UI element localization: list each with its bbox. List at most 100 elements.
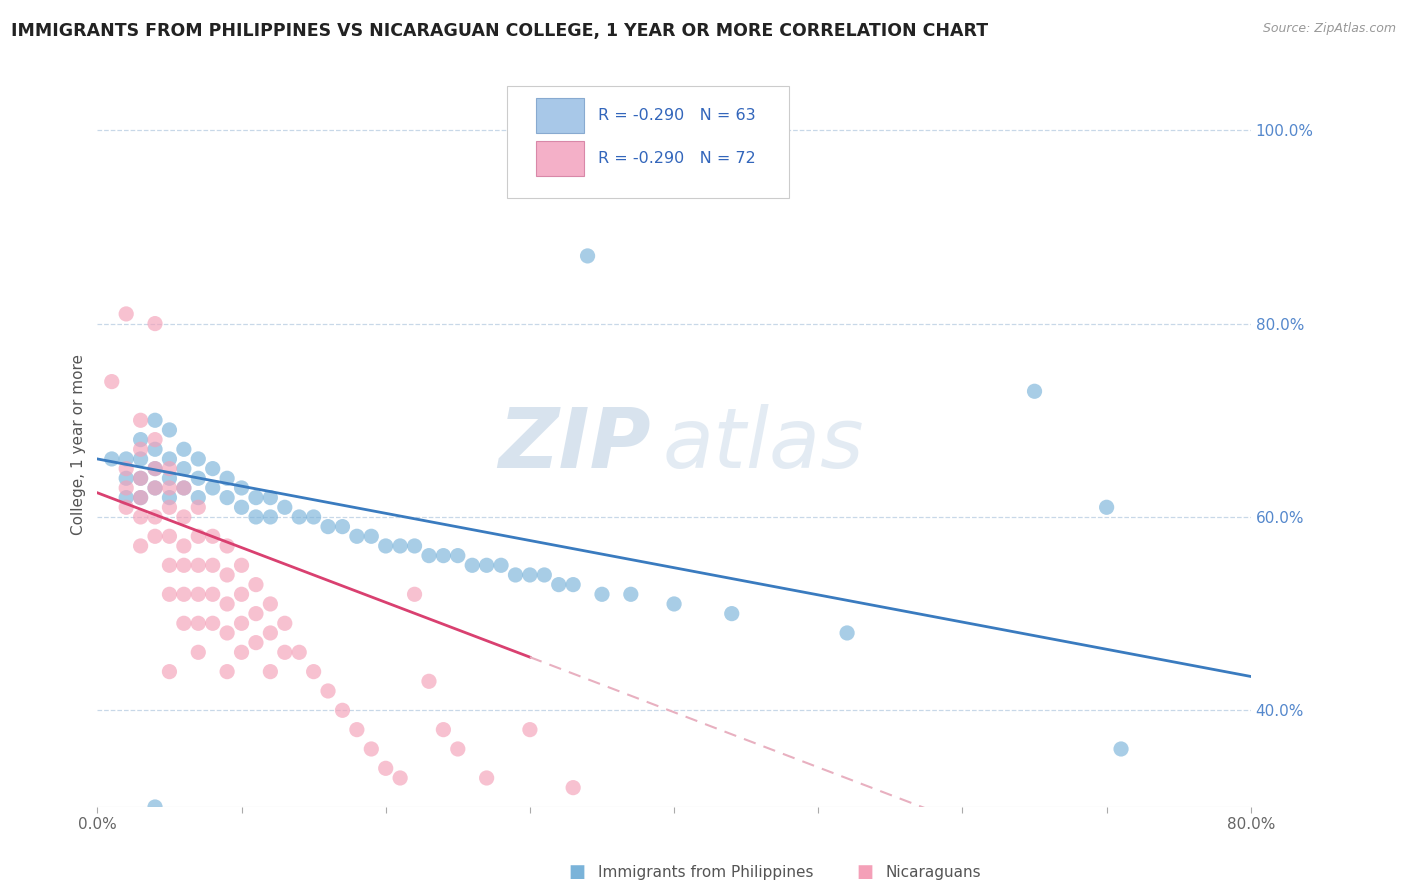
Point bbox=[159, 491, 181, 505]
Point bbox=[159, 471, 181, 485]
FancyBboxPatch shape bbox=[536, 98, 583, 133]
Point bbox=[143, 413, 166, 427]
Point bbox=[274, 645, 297, 659]
Point bbox=[159, 461, 181, 475]
Point bbox=[245, 635, 267, 649]
Point bbox=[187, 616, 209, 631]
Point bbox=[217, 626, 239, 640]
Point bbox=[389, 771, 412, 785]
Point bbox=[288, 510, 311, 524]
Point bbox=[115, 307, 138, 321]
Point bbox=[159, 423, 181, 437]
Point bbox=[173, 442, 195, 457]
Point bbox=[432, 723, 454, 737]
Text: Nicaraguans: Nicaraguans bbox=[886, 865, 981, 880]
Point bbox=[562, 577, 585, 591]
FancyBboxPatch shape bbox=[506, 86, 789, 198]
Point bbox=[173, 510, 195, 524]
Point bbox=[288, 645, 311, 659]
Point bbox=[360, 529, 382, 543]
Point bbox=[418, 549, 440, 563]
Point bbox=[505, 568, 527, 582]
Point bbox=[274, 616, 297, 631]
Point bbox=[259, 665, 281, 679]
Point bbox=[835, 626, 858, 640]
Text: R = -0.290   N = 63: R = -0.290 N = 63 bbox=[598, 108, 755, 123]
Point bbox=[374, 761, 396, 775]
Point bbox=[217, 568, 239, 582]
Point bbox=[187, 500, 209, 515]
Point bbox=[316, 519, 339, 533]
Point bbox=[129, 491, 152, 505]
Point bbox=[404, 539, 426, 553]
Point bbox=[173, 558, 195, 573]
Point bbox=[591, 587, 613, 601]
Point bbox=[332, 703, 354, 717]
Point bbox=[129, 452, 152, 467]
Point bbox=[432, 549, 454, 563]
Point bbox=[245, 491, 267, 505]
Point bbox=[620, 587, 643, 601]
Point bbox=[1109, 742, 1132, 756]
Point bbox=[259, 626, 281, 640]
Point bbox=[100, 375, 122, 389]
Point bbox=[201, 587, 224, 601]
Point bbox=[418, 674, 440, 689]
Point bbox=[129, 471, 152, 485]
Point bbox=[143, 510, 166, 524]
Point bbox=[159, 481, 181, 495]
Point bbox=[519, 568, 541, 582]
Point bbox=[533, 568, 555, 582]
Text: atlas: atlas bbox=[662, 404, 865, 485]
Point bbox=[662, 597, 685, 611]
Point bbox=[389, 539, 412, 553]
Point bbox=[274, 500, 297, 515]
Point bbox=[143, 317, 166, 331]
Point bbox=[231, 587, 253, 601]
Point bbox=[217, 665, 239, 679]
Point bbox=[115, 481, 138, 495]
Point bbox=[159, 452, 181, 467]
Point bbox=[143, 481, 166, 495]
Point bbox=[316, 684, 339, 698]
Text: ZIP: ZIP bbox=[498, 404, 651, 485]
Point bbox=[187, 558, 209, 573]
Point bbox=[159, 500, 181, 515]
Point bbox=[129, 433, 152, 447]
Point bbox=[187, 587, 209, 601]
Point bbox=[159, 529, 181, 543]
Point bbox=[159, 587, 181, 601]
Point bbox=[332, 519, 354, 533]
Point bbox=[129, 539, 152, 553]
Point bbox=[143, 481, 166, 495]
Point bbox=[173, 461, 195, 475]
Point bbox=[143, 442, 166, 457]
Point bbox=[576, 249, 599, 263]
Point bbox=[143, 461, 166, 475]
Point bbox=[129, 491, 152, 505]
Point bbox=[129, 442, 152, 457]
Point bbox=[217, 491, 239, 505]
FancyBboxPatch shape bbox=[536, 141, 583, 176]
Point bbox=[1024, 384, 1046, 399]
Point bbox=[547, 577, 569, 591]
Point bbox=[201, 616, 224, 631]
Point bbox=[360, 742, 382, 756]
Point bbox=[129, 413, 152, 427]
Point bbox=[173, 481, 195, 495]
Point bbox=[461, 558, 484, 573]
Point bbox=[231, 616, 253, 631]
Point bbox=[231, 645, 253, 659]
Point bbox=[143, 529, 166, 543]
Point bbox=[100, 452, 122, 467]
Point bbox=[201, 481, 224, 495]
Point bbox=[201, 529, 224, 543]
Point bbox=[143, 800, 166, 814]
Point bbox=[231, 481, 253, 495]
Point bbox=[143, 433, 166, 447]
Point bbox=[562, 780, 585, 795]
Point bbox=[129, 471, 152, 485]
Point bbox=[231, 558, 253, 573]
Point bbox=[187, 491, 209, 505]
Point bbox=[302, 510, 325, 524]
